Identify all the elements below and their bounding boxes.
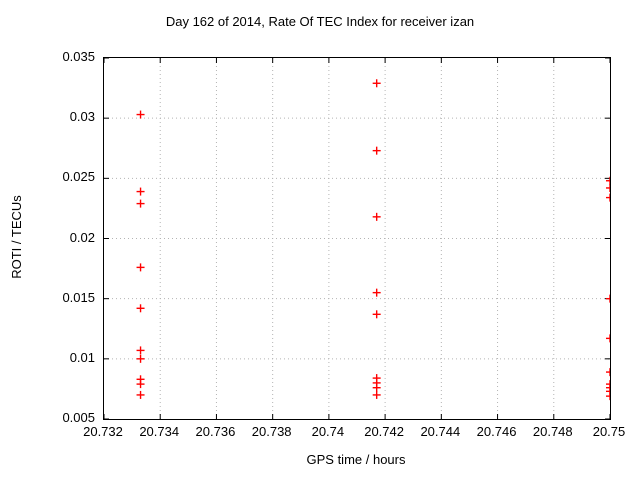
y-tick-label: 0.025 xyxy=(62,169,95,185)
data-point-plus-marker xyxy=(606,183,610,192)
x-tick-label: 20.742 xyxy=(364,424,404,439)
data-point-plus-marker xyxy=(372,390,381,399)
x-tick-label: 20.736 xyxy=(195,424,236,439)
data-point-plus-marker xyxy=(136,346,145,355)
x-tick-label: 20.732 xyxy=(83,424,123,439)
data-point-plus-marker xyxy=(606,392,610,401)
data-point-plus-marker xyxy=(606,193,610,202)
y-tick-label: 0.01 xyxy=(69,349,95,365)
data-point-plus-marker xyxy=(136,110,145,119)
data-point-plus-marker xyxy=(136,390,145,399)
data-point-plus-marker xyxy=(372,383,381,392)
data-point-plus-marker xyxy=(372,310,381,319)
data-point-plus-marker xyxy=(606,383,610,392)
y-tick-label: 0.03 xyxy=(69,109,95,125)
data-point-plus-marker xyxy=(372,146,381,155)
chart-title: Day 162 of 2014, Rate Of TEC Index for r… xyxy=(165,14,475,29)
data-point-plus-marker xyxy=(136,199,145,208)
x-tick-label: 20.746 xyxy=(476,424,517,439)
x-tick-label: 20.734 xyxy=(139,424,180,439)
data-point-plus-marker xyxy=(606,368,610,377)
x-axis-title: GPS time / hours xyxy=(306,452,406,467)
y-tick-label: 0.02 xyxy=(69,229,95,245)
y-tick-label: 0.015 xyxy=(62,289,95,305)
data-point-plus-marker xyxy=(606,380,610,389)
x-tick-label: 20.738 xyxy=(251,424,292,439)
data-point-plus-marker xyxy=(136,380,145,389)
x-tick-label: 20.748 xyxy=(532,424,573,439)
data-point-plus-marker xyxy=(372,288,381,297)
data-point-plus-marker xyxy=(606,387,610,396)
data-point-plus-marker xyxy=(606,294,610,303)
x-tick-label: 20.744 xyxy=(420,424,461,439)
plot-area xyxy=(103,57,611,420)
data-point-plus-marker xyxy=(606,334,610,343)
x-tick-label: 20.74 xyxy=(311,424,345,439)
data-point-plus-marker xyxy=(136,304,145,313)
x-tick-label: 20.75 xyxy=(592,424,626,439)
y-tick-label: 0.005 xyxy=(62,410,95,425)
data-point-plus-marker xyxy=(136,354,145,363)
data-point-plus-marker xyxy=(372,79,381,88)
data-point-plus-marker xyxy=(136,187,145,196)
plot-canvas xyxy=(104,58,610,419)
data-point-plus-marker xyxy=(372,212,381,221)
y-tick-label: 0.035 xyxy=(62,49,95,64)
data-point-plus-marker xyxy=(606,176,610,185)
data-point-plus-marker xyxy=(136,263,145,272)
